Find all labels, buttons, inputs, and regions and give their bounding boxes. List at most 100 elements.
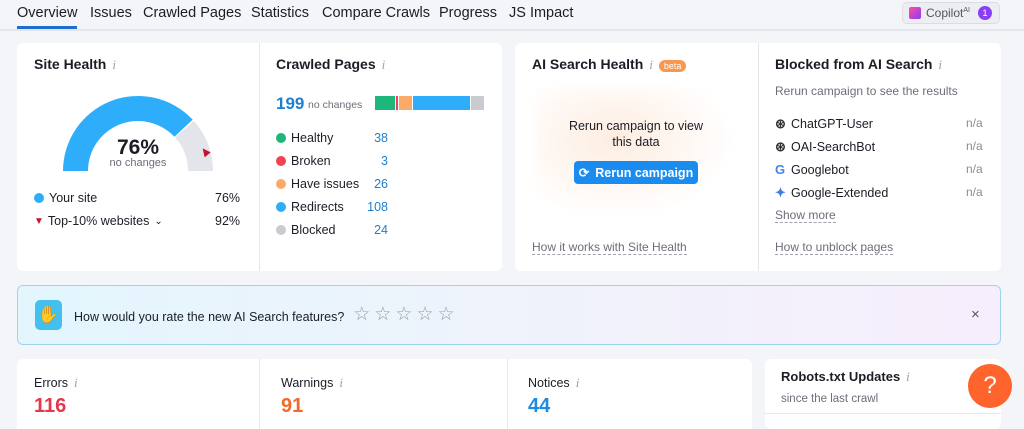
beta-badge: beta [658, 60, 687, 72]
gauge-value-arc [63, 95, 193, 171]
how-to-unblock-link[interactable]: How to unblock pages [775, 240, 894, 255]
site-health-sub: no changes [109, 157, 167, 169]
crawled-item-value[interactable]: 38 [374, 131, 388, 145]
copilot-label: Copilot [926, 6, 964, 20]
robots-card: Robots.txt Updates i since the last crawl [765, 359, 1001, 429]
legend-dot-icon [276, 202, 286, 212]
robots-sub: since the last crawl [781, 393, 879, 405]
tab-statistics[interactable]: Statistics [251, 5, 310, 21]
chevron-down-icon[interactable]: ⌄ [154, 215, 163, 227]
triangle-down-icon: ▼ [34, 215, 44, 227]
info-icon[interactable]: i [906, 369, 910, 384]
bot-status: n/a [966, 116, 983, 130]
ai-health-title: AI Search Health i beta [532, 56, 687, 73]
legend-dot-icon [276, 225, 286, 235]
info-icon[interactable]: i [575, 375, 580, 390]
star-icon[interactable]: ☆ [395, 304, 413, 325]
tab-issues[interactable]: Issues [90, 5, 132, 21]
star-icon[interactable]: ☆ [353, 304, 371, 325]
close-icon[interactable]: × [971, 306, 980, 323]
stat-label: Errors i [34, 375, 78, 390]
info-icon[interactable]: i [339, 375, 343, 390]
site-health-gauge [63, 95, 213, 171]
blocked-title: Blocked from AI Search i [775, 56, 943, 72]
crawled-item[interactable]: Have issues [276, 177, 359, 191]
info-icon[interactable]: i [74, 375, 78, 390]
bot-status: n/a [966, 185, 983, 199]
tab-progress[interactable]: Progress [439, 5, 498, 21]
tab-overview[interactable]: Overview [17, 5, 78, 29]
crawled-item[interactable]: Healthy [276, 131, 333, 145]
copilot-logo-icon [909, 7, 921, 19]
bot-item: ✦ Google-Extended [775, 185, 889, 200]
top10-value: 92% [215, 214, 241, 228]
bot-status: n/a [966, 162, 983, 176]
openai-icon: ⊛ [775, 139, 786, 154]
issues-card: Errors i 116 Warnings i 91 Notices i 44 [17, 359, 752, 429]
legend-dot-icon [276, 156, 286, 166]
how-it-works-link[interactable]: How it works with Site Health [532, 240, 687, 255]
legend-dot-icon [276, 133, 286, 143]
tab-js-impact[interactable]: JS Impact [509, 5, 574, 21]
rating-row: How would you rate the new AI Search fea… [74, 304, 459, 326]
stat-value[interactable]: 91 [281, 395, 304, 417]
google-icon: G [775, 162, 786, 177]
top10-row[interactable]: ▼ Top-10% websites ⌄ [34, 214, 163, 228]
crawled-total[interactable]: 199 [276, 94, 305, 113]
crawled-item-value[interactable]: 3 [381, 154, 388, 168]
ai-card: AI Search Health i beta Rerun campaign to … [515, 43, 1001, 271]
bar-segment[interactable] [413, 96, 471, 110]
site-health-title: Site Health i [34, 56, 116, 72]
feedback-banner: ✋ How would you rate the new AI Search f… [17, 285, 1001, 345]
bot-item: G Googlebot [775, 162, 849, 177]
gemini-icon: ✦ [775, 185, 786, 200]
star-icon[interactable]: ☆ [437, 304, 455, 325]
your-site-row: Your site [34, 191, 97, 205]
robots-title: Robots.txt Updates i [781, 369, 910, 384]
info-icon[interactable]: i [381, 57, 386, 72]
crawled-item-value[interactable]: 24 [374, 223, 388, 237]
crawled-item[interactable]: Blocked [276, 223, 335, 237]
blurred-preview [535, 88, 735, 218]
copilot-button[interactable]: CopilotAI 1 [902, 2, 1000, 24]
tab-compare-crawls[interactable]: Compare Crawls [322, 5, 430, 21]
divider [507, 359, 508, 429]
copilot-sup: AI [963, 7, 970, 14]
bar-segment[interactable] [396, 96, 398, 110]
overview-card: Site Health i 76% no changes Your site 76… [17, 43, 502, 271]
openai-icon: ⊛ [775, 116, 786, 131]
info-icon[interactable]: i [112, 57, 116, 72]
blue-dot-icon [34, 193, 44, 203]
divider [758, 43, 759, 271]
bar-segment[interactable] [398, 96, 413, 110]
stat-value[interactable]: 44 [528, 395, 551, 417]
feedback-question: How would you rate the new AI Search fea… [74, 309, 345, 324]
divider [259, 43, 260, 271]
rerun-campaign-button[interactable]: ⟳ Rerun campaign [574, 161, 698, 184]
crawled-item[interactable]: Redirects [276, 200, 344, 214]
tab-crawled-pages[interactable]: Crawled Pages [143, 5, 242, 21]
stat-label: Notices i [528, 375, 580, 390]
crawled-stacked-bar [375, 96, 485, 110]
top10-marker-icon [202, 148, 211, 158]
stat-label: Warnings i [281, 375, 343, 390]
bot-item: ⊛ OAI-SearchBot [775, 139, 876, 154]
info-icon[interactable]: i [938, 57, 943, 72]
tab-bar: Overview Issues Crawled Pages Statistics… [0, 0, 1024, 31]
crawled-item-value[interactable]: 26 [374, 177, 388, 191]
bar-segment[interactable] [471, 96, 484, 110]
divider [259, 359, 260, 429]
ai-health-message: Rerun campaign to view this data [568, 119, 704, 149]
crawled-sub: no changes [308, 99, 363, 111]
star-icon[interactable]: ☆ [416, 304, 434, 325]
info-icon[interactable]: i [649, 57, 653, 72]
crawled-item-value[interactable]: 108 [367, 200, 388, 214]
site-health-value: 76% [116, 136, 160, 159]
bar-segment[interactable] [375, 96, 396, 110]
stat-value[interactable]: 116 [34, 395, 67, 417]
blocked-sub: Rerun campaign to see the results [775, 84, 958, 98]
crawled-item[interactable]: Broken [276, 154, 331, 168]
show-more-link[interactable]: Show more [775, 208, 836, 223]
help-button[interactable]: ? [968, 364, 1012, 408]
star-icon[interactable]: ☆ [374, 304, 392, 325]
